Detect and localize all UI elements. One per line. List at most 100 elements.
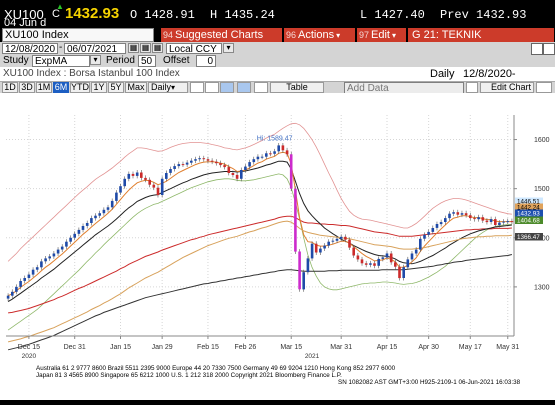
- candle-body: [27, 274, 31, 278]
- period-button-1d[interactable]: 1D: [2, 82, 18, 93]
- candle-body: [339, 236, 343, 239]
- candle-body: [135, 172, 139, 176]
- candle-body: [181, 164, 185, 166]
- candle-body: [119, 186, 122, 193]
- interval-select[interactable]: Daily▾: [148, 82, 188, 93]
- tab-suggested-charts[interactable]: 94 Suggested Charts: [161, 28, 283, 42]
- year-label: 2021: [305, 353, 320, 360]
- period-button-3d[interactable]: 3D: [19, 82, 35, 93]
- candle-body: [194, 159, 197, 161]
- x-tick-label: May 17: [459, 344, 482, 351]
- date-separator: -: [59, 42, 63, 53]
- mountain-chart-icon[interactable]: [237, 82, 251, 93]
- quote-details: O 1428.91 H 1435.24: [130, 8, 275, 22]
- chevron-down-icon[interactable]: ▾: [90, 55, 101, 65]
- security-field[interactable]: XU100 Index: [2, 28, 154, 42]
- low-label: L: [360, 8, 368, 22]
- candle-body: [156, 187, 160, 196]
- candle-body: [273, 151, 276, 154]
- study-select[interactable]: ExpMA: [32, 55, 90, 67]
- candle-body: [389, 253, 393, 263]
- period-button-6m[interactable]: 6M: [53, 82, 69, 93]
- footer-line-3: SN 1082082 AST GMT+3:00 H925-2109-1 06-J…: [338, 379, 521, 386]
- tab-actions[interactable]: 96 Actions ▾: [284, 28, 356, 42]
- candle-body: [402, 267, 405, 278]
- candle-body: [35, 267, 39, 270]
- candle-body: [94, 215, 97, 219]
- bar-chart-icon[interactable]: [205, 82, 219, 93]
- candle-body: [248, 162, 251, 167]
- candle-body: [152, 184, 156, 188]
- price-label-box: [515, 216, 543, 224]
- period-input[interactable]: 50: [138, 55, 156, 67]
- period-button-1m[interactable]: 1M: [36, 82, 52, 93]
- candle-body: [131, 173, 135, 176]
- end-date-field[interactable]: 06/07/2021: [64, 43, 126, 55]
- candle-body: [431, 228, 435, 232]
- tab-edit[interactable]: 97 Edit ▾: [357, 28, 407, 42]
- prev-value: 1432.93: [476, 8, 527, 22]
- candle-body: [110, 200, 114, 208]
- tab-chart-name[interactable]: G 21: TEKNIK COZUMLEM...: [408, 28, 555, 55]
- price-label-box: [515, 233, 543, 241]
- y-tick-label: 1600: [534, 137, 550, 144]
- candle-body: [452, 212, 455, 214]
- candle-body: [394, 262, 397, 267]
- period-label: Period: [106, 55, 135, 66]
- candle-body: [106, 207, 110, 210]
- candle-body: [127, 173, 131, 179]
- compare-icon[interactable]: [254, 82, 268, 93]
- candle-body: [244, 166, 247, 170]
- high-value: 1435.24: [224, 8, 275, 22]
- candle-body: [85, 223, 89, 226]
- chevron-down-icon[interactable]: ▾: [223, 43, 234, 53]
- period-button-1y[interactable]: 1Y: [91, 82, 107, 93]
- calendar-icon[interactable]: ▦: [128, 43, 139, 53]
- calendar-icon[interactable]: ▦: [140, 43, 151, 53]
- candle-body: [77, 229, 81, 234]
- start-date-field[interactable]: 12/08/2020: [2, 43, 58, 55]
- candle-body: [40, 261, 43, 268]
- window-icon[interactable]: [531, 43, 543, 55]
- tab-label: Edit: [371, 29, 390, 41]
- candle-body: [381, 257, 385, 259]
- candle-body: [306, 258, 310, 273]
- candle-body: [235, 174, 239, 179]
- candle-body: [98, 213, 101, 216]
- calendar-icon[interactable]: ▦: [152, 43, 163, 53]
- price-label-text: 1442.24: [517, 205, 540, 212]
- period-button-ytd[interactable]: YTD: [70, 82, 90, 93]
- candle-body: [60, 246, 64, 250]
- settings-icon[interactable]: [466, 82, 478, 93]
- candle-body: [298, 251, 301, 290]
- currency-select[interactable]: Local CCY: [166, 43, 222, 55]
- table-button[interactable]: Table: [270, 82, 324, 93]
- more-icon[interactable]: [536, 82, 552, 93]
- footer: Australia 61 2 9777 8600 Brazil 5511 239…: [36, 365, 521, 386]
- period-button-max[interactable]: Max: [125, 82, 147, 93]
- candle-body: [327, 241, 330, 246]
- series-line: [7, 254, 513, 351]
- candle-body: [414, 249, 418, 254]
- offset-input[interactable]: 0: [196, 55, 216, 67]
- candle-body: [510, 221, 514, 223]
- open-label: O: [130, 8, 138, 22]
- candle-body: [489, 219, 493, 222]
- candle-body: [269, 153, 272, 155]
- candle-body: [44, 258, 47, 262]
- candle-body: [494, 219, 497, 225]
- edit-chart-button[interactable]: Edit Chart: [480, 82, 534, 93]
- period-button-5y[interactable]: 5Y: [108, 82, 124, 93]
- study-bar: Study ExpMA ▾ Period 50 Offset 0: [0, 55, 555, 67]
- candle-body: [185, 162, 189, 165]
- window-icon[interactable]: [543, 43, 555, 55]
- candle-body: [377, 258, 380, 266]
- chevron-down-icon: ▾: [171, 83, 176, 92]
- candle-body: [502, 221, 505, 223]
- candle-body: [456, 212, 460, 215]
- line-chart-icon[interactable]: [190, 82, 204, 93]
- candle-body: [310, 243, 314, 259]
- candle-chart-icon[interactable]: [220, 82, 234, 93]
- open-value: 1428.91: [144, 8, 195, 22]
